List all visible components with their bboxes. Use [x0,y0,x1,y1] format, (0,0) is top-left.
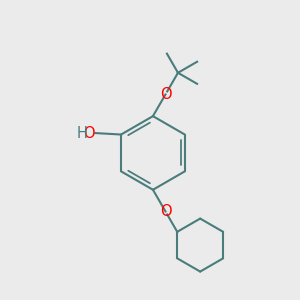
Text: O: O [160,204,171,219]
Text: O: O [160,87,171,102]
Text: O: O [83,126,94,141]
Text: H: H [77,126,88,141]
